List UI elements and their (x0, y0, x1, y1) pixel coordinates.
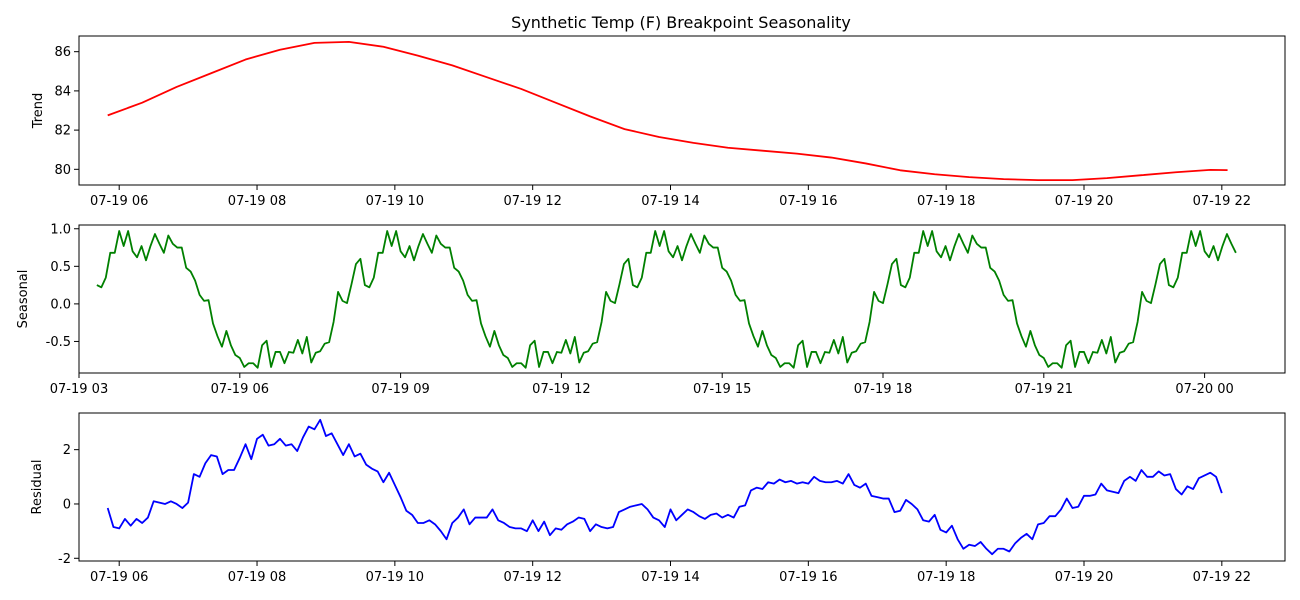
residual-x-tick-label: 07-19 06 (90, 570, 148, 585)
residual-x-tick-label: 07-19 14 (641, 570, 699, 585)
residual-x-tick-label: 07-19 08 (228, 570, 286, 585)
trend-x-tick-label: 07-19 14 (641, 194, 699, 209)
trend-y-tick-label: 80 (54, 163, 71, 178)
seasonal-series-line (96, 230, 1237, 369)
trend-x-tick-label: 07-19 06 (90, 194, 148, 209)
seasonal-axes-frame (78, 224, 1286, 374)
residual-x-tick-label: 07-19 10 (366, 570, 424, 585)
seasonal-x-tick-label: 07-19 09 (371, 382, 429, 397)
seasonal-panel: 07-19 03 07-19 06 07-19 09 07-19 12 07-19 15… (16, 222, 1286, 397)
trend-series-line (107, 40, 1228, 182)
trend-y-axis-label: Trend (31, 93, 46, 130)
residual-axes-frame (78, 412, 1286, 562)
seasonal-x-tick-label: 07-19 18 (854, 382, 912, 397)
seasonal-x-tick-label: 07-19 03 (50, 382, 108, 397)
trend-y-tick-label: 86 (54, 45, 71, 60)
residual-y-axis-label: Residual (30, 460, 45, 515)
residual-panel: 07-19 06 07-19 08 07-19 10 07-19 12 07-19 14… (30, 412, 1286, 585)
trend-x-tick-label: 07-19 22 (1193, 194, 1251, 209)
seasonal-y-tick-label: -0.5 (46, 335, 71, 350)
residual-series-line (106, 418, 1223, 556)
residual-y-tick-label: 2 (63, 443, 71, 458)
trend-x-tick-label: 07-19 20 (1055, 194, 1113, 209)
seasonal-y-tick-label: 0.5 (50, 260, 71, 275)
trend-x-tick-label: 07-19 18 (917, 194, 975, 209)
trend-y-tick-label: 84 (54, 84, 71, 99)
figure-title: Synthetic Temp (F) Breakpoint Seasonalit… (511, 13, 851, 32)
seasonal-x-tick-label: 07-19 21 (1015, 382, 1073, 397)
residual-x-tick-label: 07-19 18 (917, 570, 975, 585)
trend-x-tick-label: 07-19 08 (228, 194, 286, 209)
seasonal-y-axis-label: Seasonal (16, 270, 31, 329)
trend-x-tick-label: 07-19 16 (779, 194, 837, 209)
seasonal-y-tick-label: 1.0 (50, 222, 71, 237)
trend-y-tick-label: 82 (54, 124, 71, 139)
residual-x-tick-label: 07-19 12 (503, 570, 561, 585)
residual-y-tick-label: -2 (58, 552, 71, 567)
seasonal-x-tick-label: 07-19 15 (693, 382, 751, 397)
seasonal-x-tick-label: 07-20 00 (1175, 382, 1233, 397)
residual-x-tick-label: 07-19 22 (1193, 570, 1251, 585)
residual-y-tick-label: 0 (63, 497, 71, 512)
trend-x-tick-label: 07-19 10 (366, 194, 424, 209)
seasonal-y-tick-label: 0.0 (50, 297, 71, 312)
trend-x-tick-label: 07-19 12 (503, 194, 561, 209)
seasonal-x-tick-label: 07-19 06 (211, 382, 269, 397)
seasonal-x-tick-label: 07-19 12 (532, 382, 590, 397)
trend-panel: 07-19 06 07-19 08 07-19 10 07-19 12 07-19 14… (31, 35, 1286, 209)
residual-x-tick-label: 07-19 16 (779, 570, 837, 585)
residual-x-tick-label: 07-19 20 (1055, 570, 1113, 585)
trend-axes-frame (78, 35, 1286, 186)
